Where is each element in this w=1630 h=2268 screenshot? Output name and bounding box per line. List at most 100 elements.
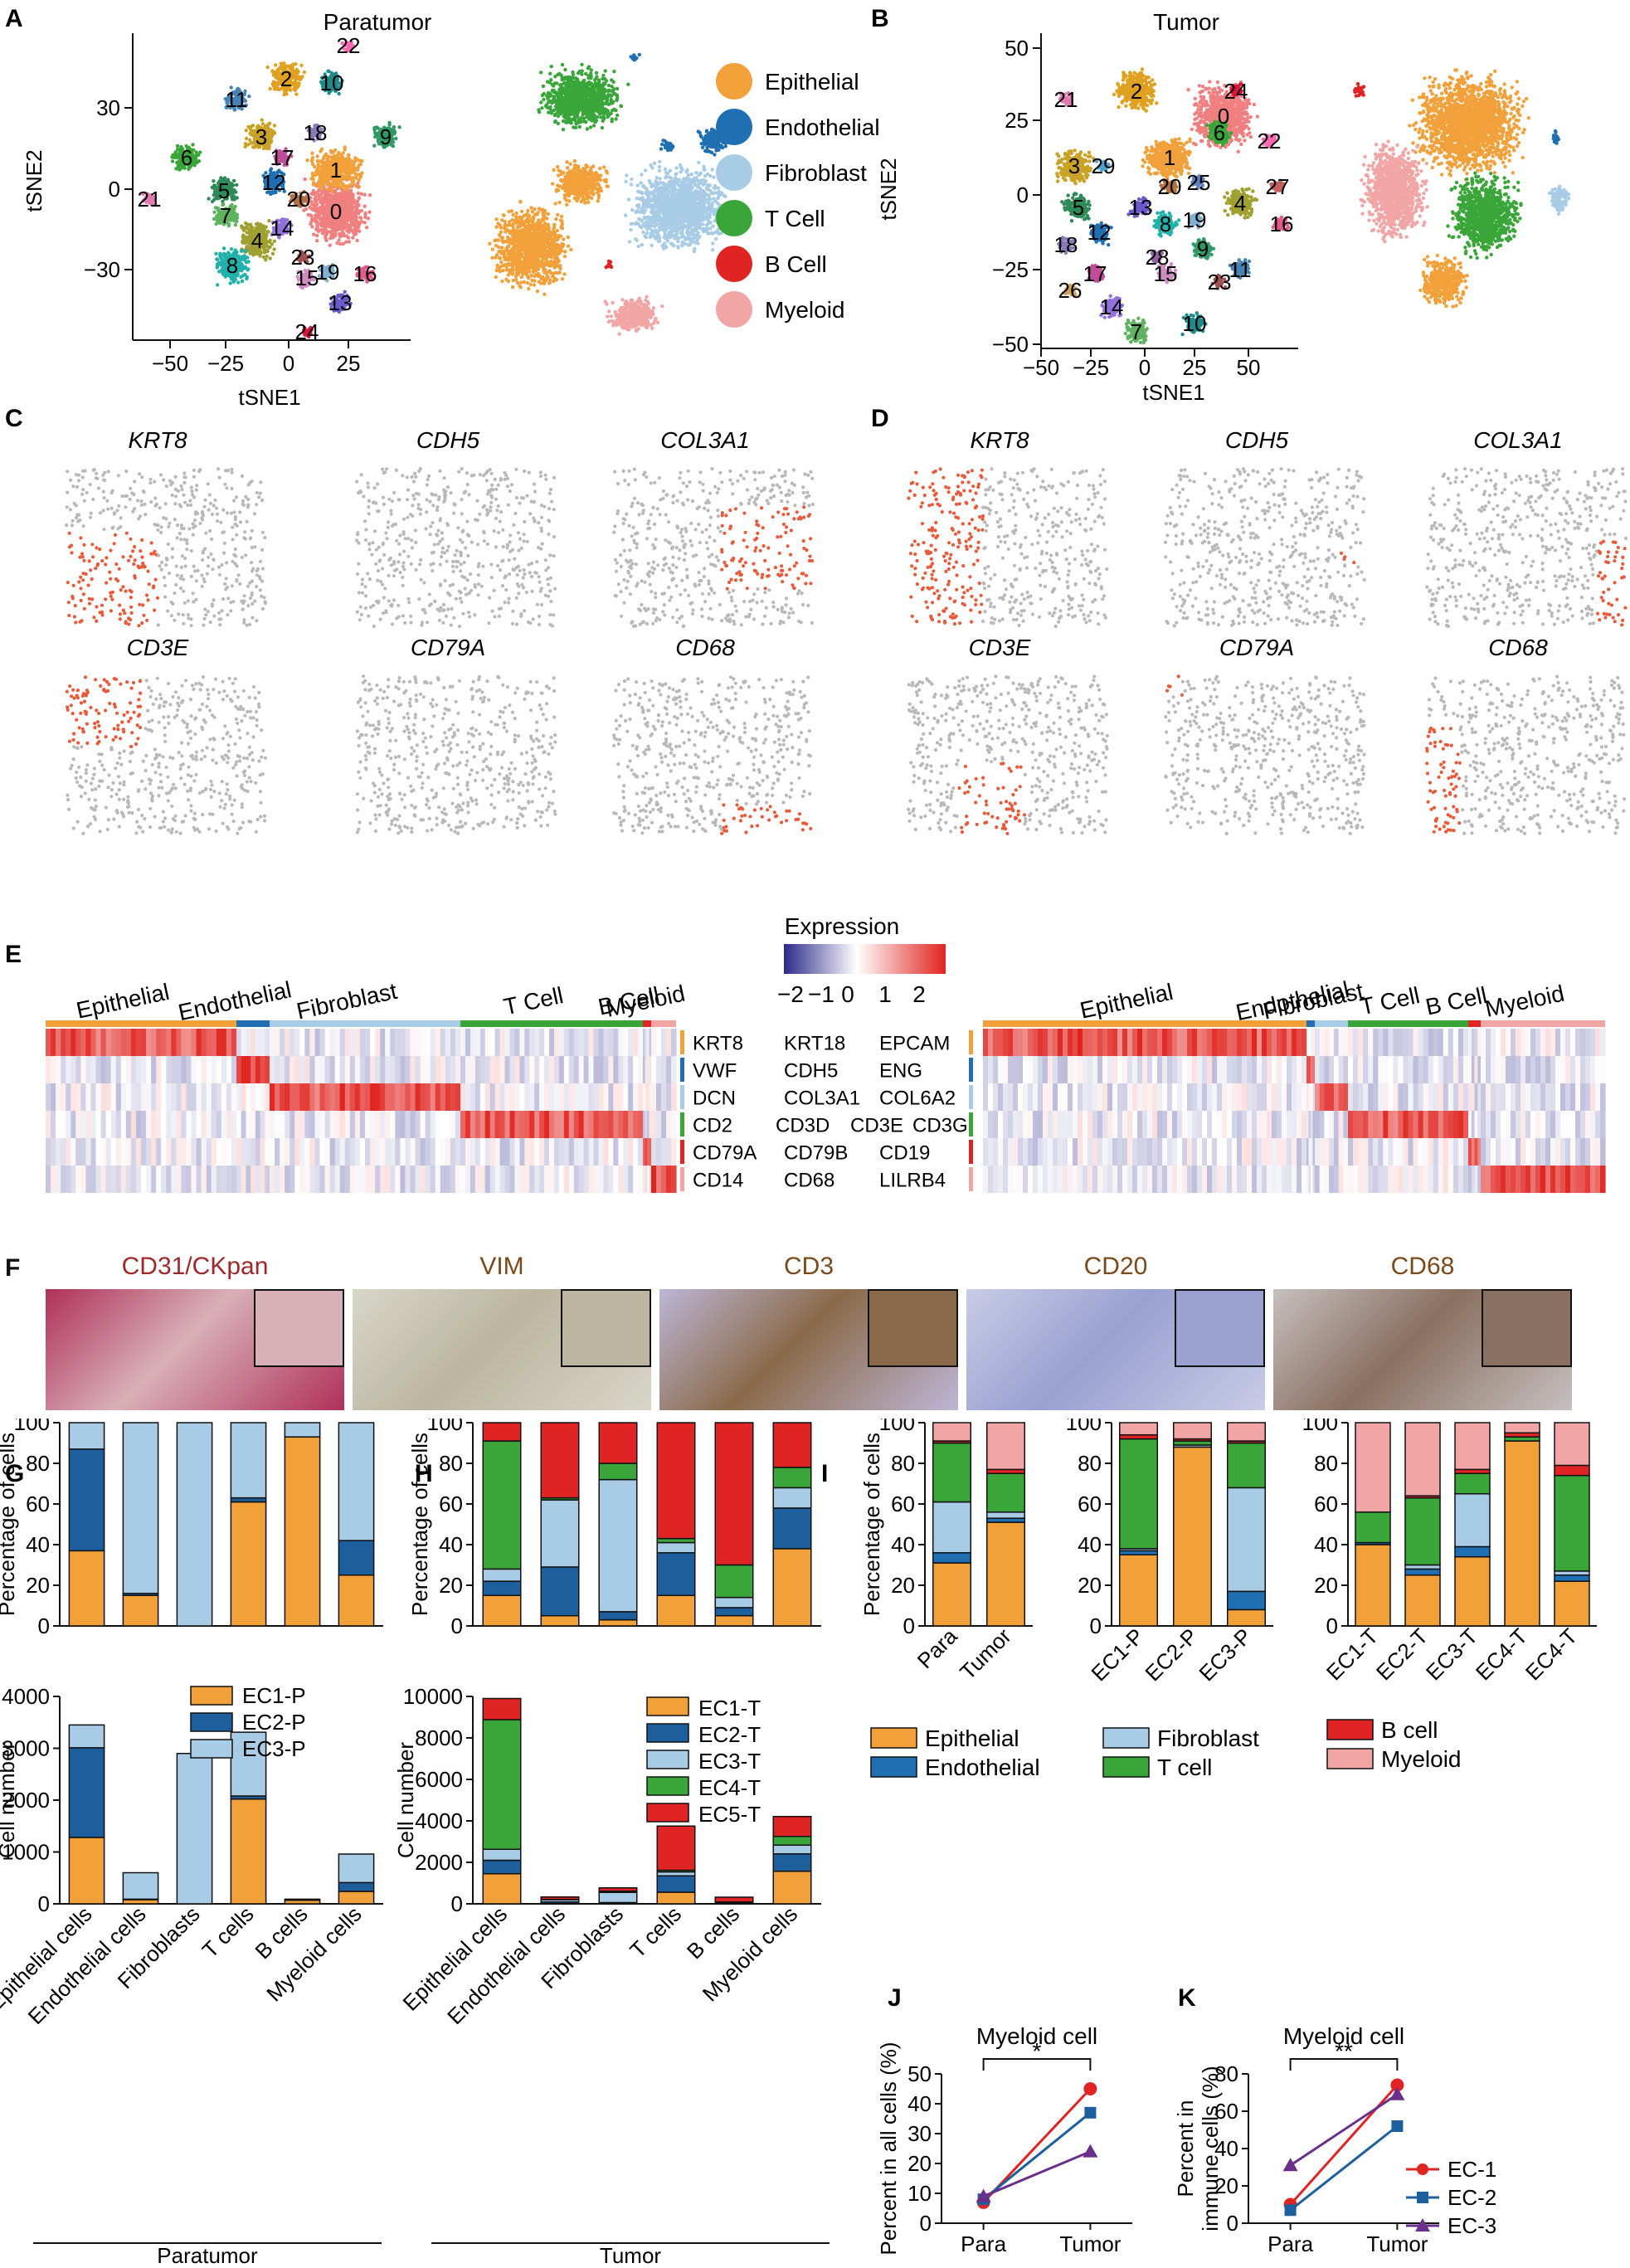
tsne-point [341,190,346,194]
tsne-point [319,160,324,165]
tsne-point [324,210,328,214]
tsne-point [314,194,318,198]
tsne-point [234,216,238,220]
tsne-point [345,219,349,223]
tsne-point [332,200,336,204]
tsne-point [346,200,350,205]
tsne-point [358,172,362,177]
tsne-point [314,191,319,195]
tsne-point [326,205,330,209]
tsne-point [338,233,343,238]
tsne-point [712,197,716,201]
tsne-point [338,186,343,190]
tsne-point [658,177,662,181]
tsne-point [358,216,362,220]
tsne-point [270,69,275,73]
tsne-point [328,243,332,247]
x-tick-label-b: −25 [1073,355,1109,380]
tsne-point [262,251,267,255]
tsne-point [664,170,669,175]
tsne-point [282,61,286,66]
tsne-point [218,251,222,256]
tsne-point [639,181,643,185]
tsne-point [316,169,320,173]
tsne-point [344,175,348,179]
tsne-point [221,246,226,251]
tsne-axes-a [132,33,411,341]
tsne-point [338,212,342,216]
tsne-point [240,279,245,284]
tsne-point [319,219,324,224]
tsne-point [326,212,330,217]
tsne-point [360,220,364,224]
tsne-point [215,265,219,270]
tsne-point [342,234,346,238]
cluster-1 [305,145,364,193]
tsne-point [229,247,234,251]
tsne-point [334,193,338,197]
tsne-point [335,241,339,246]
tsne-point [243,272,247,277]
tsne-point [351,201,355,206]
tsne-point [248,224,253,228]
tsne-point [324,163,328,168]
tsne-point [263,232,267,237]
tsne-point [350,166,354,171]
tsne-point [343,196,348,200]
tsne-point [337,150,341,155]
tsne-point [367,210,372,214]
tsne-point [228,281,232,285]
tsne-point [348,157,352,162]
x-tick-label-b: 25 [1183,355,1207,380]
tsne-point [354,203,359,208]
tsne-point [302,70,307,75]
tsne-point [358,175,362,179]
tsne-point [315,223,319,227]
tsne-point [312,232,316,236]
tsne-point [320,196,325,200]
tsne-point [392,125,397,129]
tsne-point [344,240,348,244]
tsne-point [322,172,327,176]
tsne-point [339,200,343,205]
tsne-point [311,192,315,197]
y-tick-label-b: 25 [1005,108,1029,133]
tsne-point [221,261,225,266]
tsne-point [626,197,631,202]
tsne-point [356,212,361,216]
tsne-point [170,155,174,159]
tsne-point [269,128,273,132]
tsne-point [243,221,248,226]
tsne-point [309,221,313,226]
tsne-point [357,196,361,200]
tsne-point [212,210,217,214]
tsne-point [360,158,364,163]
tsne-point [338,208,342,212]
tsne-point [317,179,321,184]
tsne-point [216,283,220,287]
tsne-point [650,243,654,247]
y-tick-label-a: −30 [84,257,120,282]
tsne-point [213,186,217,191]
tsne-point [350,212,354,217]
tsne-point [315,233,319,238]
tsne-point [299,76,303,81]
tsne-point [333,222,337,226]
tsne-point [688,243,692,247]
tsne-point [362,192,367,197]
tsne-point [358,209,362,213]
tsne-point [352,183,357,187]
tsne-point [210,199,215,204]
tsne-point [275,72,280,76]
tsne-point [214,251,218,256]
tsne-point [338,222,342,226]
x-tick-label-b: 50 [1237,355,1261,380]
tsne-point [333,226,338,231]
tsne-point [333,197,338,202]
tsne-point [347,213,351,217]
tsne-point [329,187,334,191]
tsne-point [353,228,358,233]
tsne-point [239,275,243,280]
tsne-point [237,257,242,261]
tsne-point [359,192,363,196]
